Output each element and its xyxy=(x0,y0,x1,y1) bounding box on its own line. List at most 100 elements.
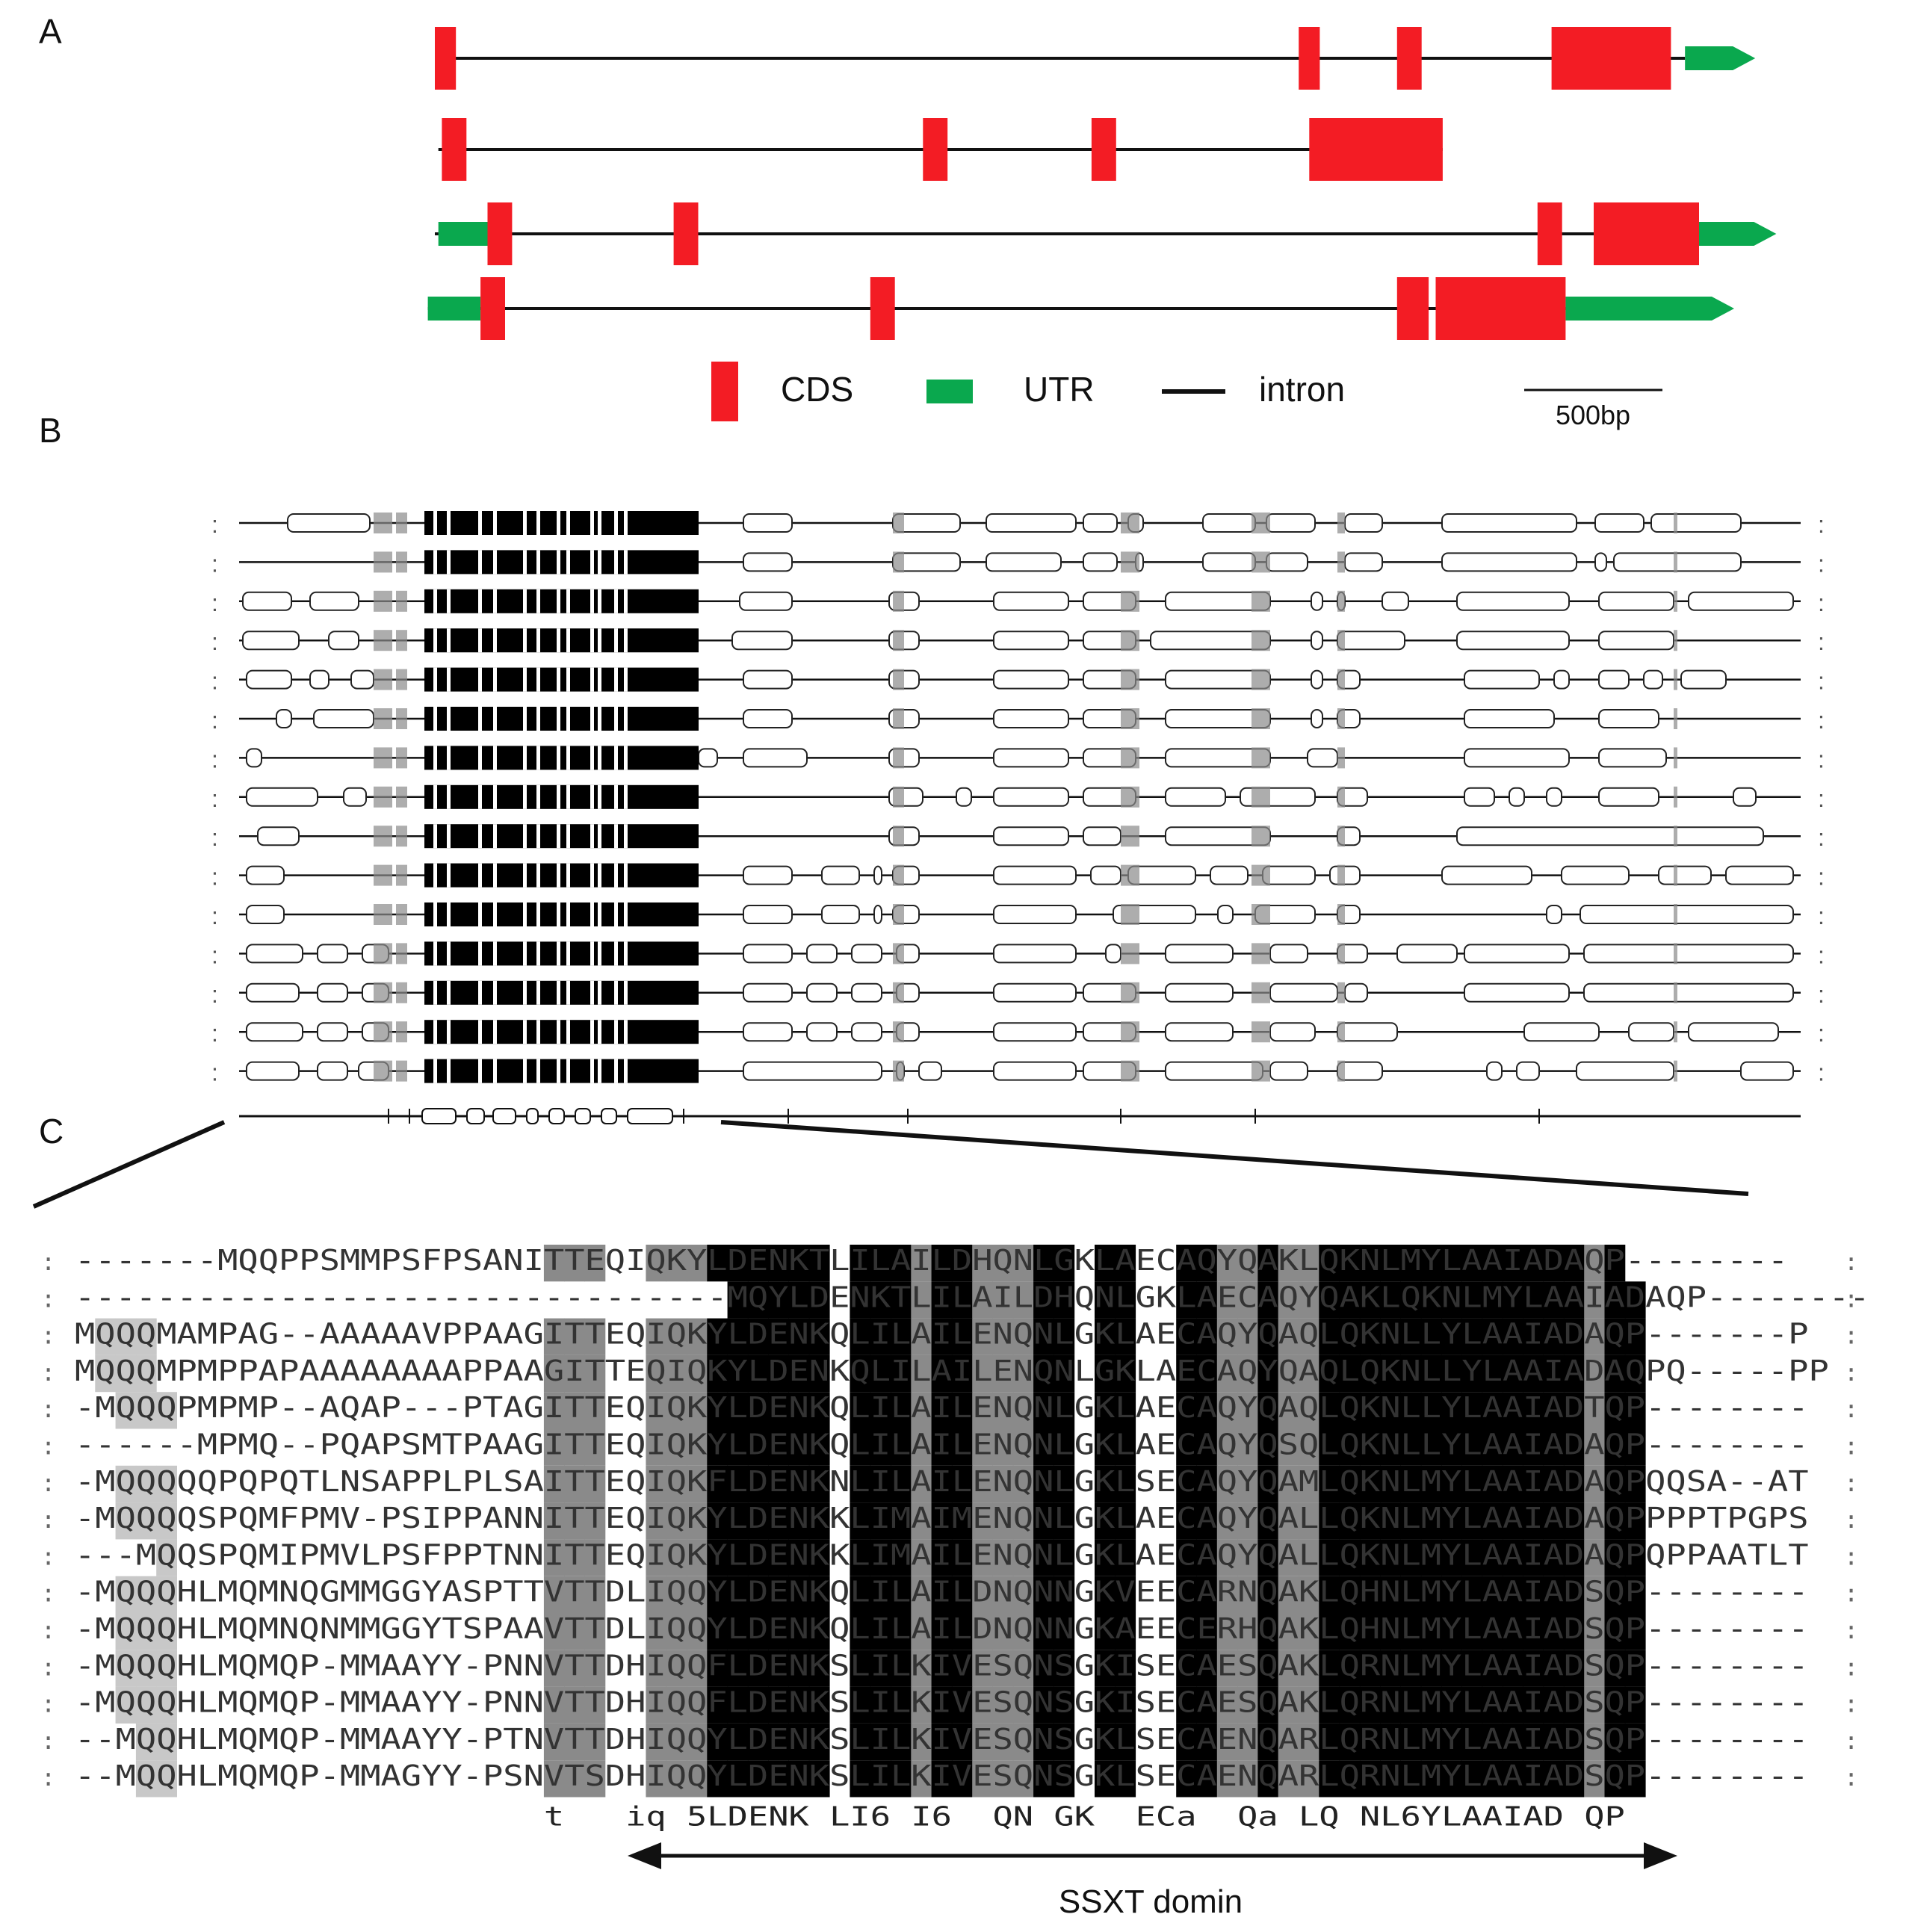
block-gap xyxy=(493,980,497,1005)
residue-shade-dark xyxy=(1339,1392,1361,1429)
conserved-shade xyxy=(396,551,407,573)
residue-shade-dark xyxy=(1461,1723,1483,1761)
residue-block xyxy=(246,748,262,768)
residue-shade-mid xyxy=(666,1318,687,1355)
residue-shade-dark xyxy=(727,1354,749,1393)
residue-block xyxy=(1165,787,1226,807)
legend-utr-swatch xyxy=(926,380,973,403)
residue-shade-dark xyxy=(1563,1465,1585,1503)
residue-shade-dark xyxy=(1033,1465,1054,1503)
residue-shade-dark xyxy=(1196,1465,1218,1503)
residue-shade-dark xyxy=(1441,1502,1462,1540)
conserved-shade xyxy=(1251,630,1270,651)
residue-shade-dark xyxy=(808,1576,830,1613)
block-gap xyxy=(614,824,618,849)
block-gap xyxy=(447,1059,451,1083)
residue-block xyxy=(918,1061,942,1081)
residue-shade-dark xyxy=(788,1613,810,1650)
block-gap xyxy=(493,902,497,926)
row-separator: : xyxy=(41,1616,55,1644)
block-gap xyxy=(536,550,540,575)
block-gap xyxy=(433,824,437,849)
residue-shade-dark xyxy=(1359,1613,1381,1650)
residue-block xyxy=(993,748,1069,768)
conserved-shade xyxy=(1337,786,1345,808)
residue-block xyxy=(1344,552,1383,572)
residue-shade-mid xyxy=(1012,1502,1034,1540)
residue-block xyxy=(1262,865,1316,885)
residue-shade-dark xyxy=(1033,1539,1054,1576)
conserved-shade xyxy=(893,1021,904,1043)
residue-shade-dark xyxy=(951,1392,973,1429)
length-separator: : xyxy=(1818,628,1825,655)
residue-shade-mid xyxy=(646,1576,667,1613)
utr3-exon xyxy=(1685,46,1756,70)
residue-shade-mid xyxy=(1216,1428,1238,1466)
block-gap xyxy=(493,863,497,888)
residue-shade-dark xyxy=(1176,1245,1197,1282)
residue-block xyxy=(1546,787,1562,807)
conserved-shade xyxy=(1674,1060,1677,1082)
conserved-shade xyxy=(1251,708,1270,729)
residue-shade-mid xyxy=(911,1502,932,1540)
residue-shade-dark xyxy=(1503,1576,1523,1613)
residue-shade-dark xyxy=(1359,1539,1381,1576)
residue-shade-dark xyxy=(1543,1428,1565,1466)
residue-shade-mid xyxy=(911,1760,932,1798)
residue-block xyxy=(821,865,860,885)
residue-shade-dark xyxy=(1482,1428,1503,1466)
residue-shade-mid xyxy=(564,1502,585,1540)
residue-shade-dark xyxy=(891,1650,912,1687)
residue-shade-light xyxy=(135,1760,157,1798)
residue-block xyxy=(743,944,793,964)
residue-shade-dark xyxy=(1339,1650,1361,1687)
residue-shade-dark xyxy=(747,1650,769,1687)
residue-shade-mid xyxy=(1584,1539,1605,1576)
block-gap xyxy=(598,550,601,575)
residue-shade-dark xyxy=(891,1723,912,1761)
residue-shade-dark xyxy=(1461,1245,1483,1282)
residue-block xyxy=(246,1022,303,1042)
residue-shade-dark xyxy=(1604,1465,1626,1503)
block-gap xyxy=(478,511,482,535)
residue-block xyxy=(1553,669,1570,690)
residue-shade-mid xyxy=(992,1392,1014,1429)
residue-shade-light xyxy=(135,1723,157,1761)
residue-shade-dark xyxy=(1176,1392,1197,1429)
residue-shade-dark xyxy=(1400,1650,1422,1687)
block-gap xyxy=(566,980,570,1005)
conserved-shade xyxy=(893,551,904,573)
residue-shade-dark xyxy=(1196,1576,1218,1613)
block-gap xyxy=(614,511,618,535)
residue-shade-dark xyxy=(1053,1465,1075,1503)
residue-shade-dark xyxy=(1257,1428,1279,1466)
sequence-separator: : xyxy=(211,902,218,929)
residue-shade-dark xyxy=(891,1576,912,1613)
residue-shade-dark xyxy=(1115,1686,1136,1724)
residue-shade-dark xyxy=(727,1576,749,1613)
block-gap xyxy=(590,550,594,575)
residue-block xyxy=(350,669,374,690)
block-gap xyxy=(590,707,594,731)
conserved-shade xyxy=(893,1060,904,1082)
residue-shade-dark xyxy=(1095,1354,1116,1393)
residue-block xyxy=(246,1061,300,1081)
residue-shade-dark xyxy=(870,1650,891,1687)
residue-shade-mid xyxy=(1237,1354,1258,1393)
residue-block xyxy=(1311,591,1323,611)
residue-shade-mid xyxy=(564,1465,585,1503)
residue-shade-dark xyxy=(1257,1392,1279,1429)
conserved-shade xyxy=(893,513,904,533)
block-gap xyxy=(523,1020,527,1044)
residue-shade-dark xyxy=(747,1281,769,1319)
residue-shade-light xyxy=(156,1465,177,1503)
residue-shade-dark xyxy=(1115,1613,1136,1650)
consensus-block xyxy=(421,1108,457,1124)
alignment-row: MQQQMPMPPAPAAAAAAAAPPAAGITTEQIQKYLDENKQL… xyxy=(75,1354,1829,1387)
residue-block xyxy=(1105,944,1121,964)
block-gap xyxy=(557,1020,560,1044)
residue-shade-mid xyxy=(1237,1318,1258,1355)
residue-shade-dark xyxy=(1461,1613,1483,1650)
block-gap xyxy=(447,667,451,692)
block-gap xyxy=(624,824,628,849)
